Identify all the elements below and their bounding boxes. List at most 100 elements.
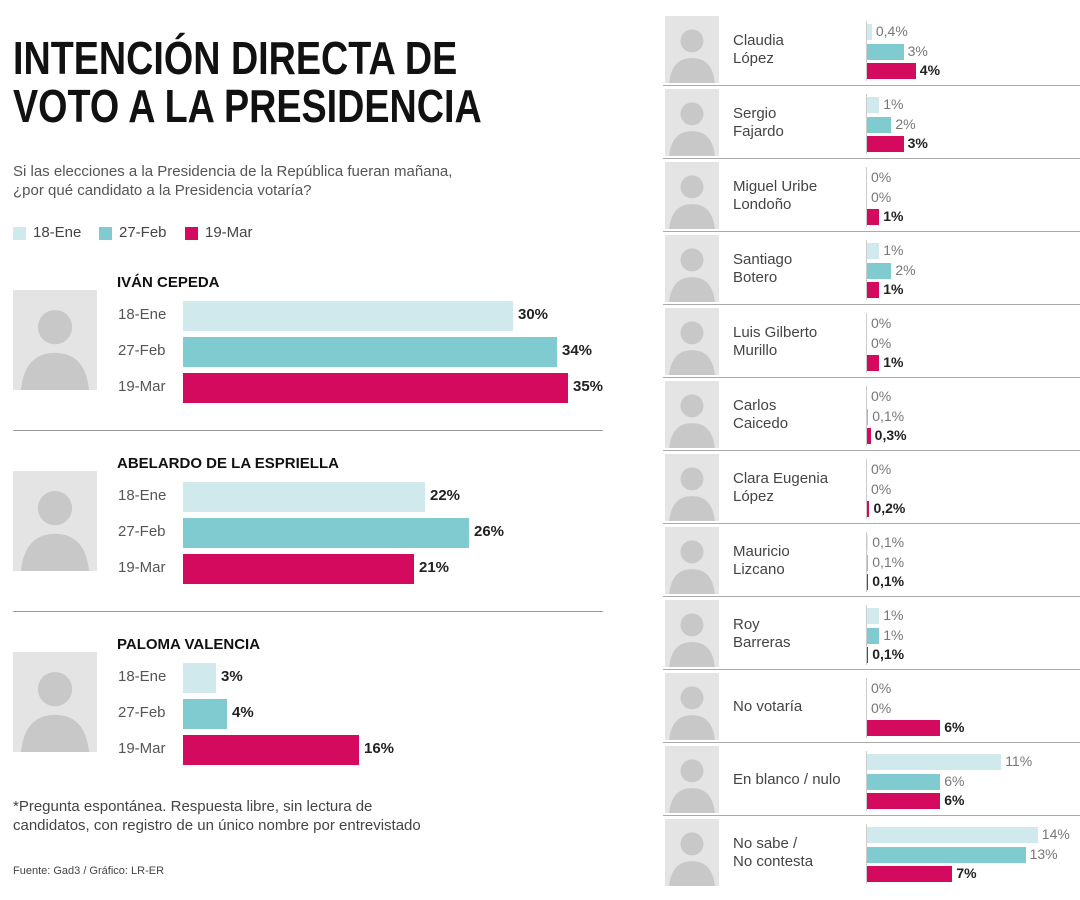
bar [867, 63, 916, 79]
value-label: 1% [883, 607, 904, 623]
bar [867, 627, 880, 644]
legend-swatch [185, 227, 198, 240]
value-label: 0,1% [872, 534, 905, 550]
value-label: 4% [232, 704, 254, 721]
series-label: 18-Ene [118, 668, 167, 685]
photo [665, 527, 719, 594]
candidate-name: Miguel Uribe Londoño [733, 177, 818, 213]
value-label: 6% [944, 792, 965, 808]
axis-line [866, 21, 867, 81]
value-label: 1% [883, 626, 904, 643]
bar [183, 699, 227, 729]
bar [867, 754, 1002, 770]
bar [867, 209, 880, 225]
separator [13, 611, 603, 612]
bar [867, 773, 941, 790]
photo [13, 471, 97, 571]
bar [867, 793, 941, 809]
bar [183, 337, 557, 367]
bar [867, 428, 871, 444]
value-label: 0% [871, 461, 892, 477]
legend-label: 19-Mar [205, 224, 253, 241]
value-label: 0% [871, 188, 892, 205]
footnote: *Pregunta espontánea. Respuesta libre, s… [13, 798, 421, 834]
bar [867, 574, 869, 590]
chart-title: INTENCIÓN DIRECTA DE VOTO A LA PRESIDENC… [13, 32, 482, 132]
value-label: 3% [221, 668, 243, 685]
bar [867, 647, 869, 663]
value-label: 11% [1005, 753, 1033, 769]
series-label: 19-Mar [118, 378, 166, 395]
value-label: 0,4% [875, 23, 908, 39]
candidate-name: No sabe / No contesta [733, 834, 814, 870]
separator [663, 450, 1080, 451]
photo [13, 652, 97, 752]
silhouette [669, 394, 715, 448]
bar [183, 735, 359, 765]
value-label: 13% [1029, 845, 1058, 862]
candidate-name: En blanco / nulo [733, 770, 841, 788]
bar [867, 136, 904, 152]
bar [867, 43, 904, 60]
candidate-name: Roy Barreras [733, 615, 791, 651]
value-label: 21% [419, 559, 450, 576]
separator [663, 523, 1080, 524]
series-label: 18-Ene [118, 487, 167, 504]
bar [867, 866, 953, 882]
candidate-name: No votaría [733, 697, 803, 715]
silhouette [669, 686, 715, 740]
axis-line [866, 678, 867, 738]
photo [665, 746, 719, 813]
bar [867, 355, 880, 371]
photo [665, 819, 719, 886]
value-label: 2% [895, 261, 916, 278]
value-label: 0,2% [873, 500, 906, 516]
value-label: 22% [430, 487, 461, 504]
bar [183, 554, 414, 584]
series-label: 27-Feb [118, 342, 166, 359]
silhouette [669, 759, 715, 813]
axis-line [866, 386, 867, 446]
photo [13, 290, 97, 390]
separator [663, 377, 1080, 378]
bar [867, 116, 892, 133]
separator [663, 669, 1080, 670]
series-label: 19-Mar [118, 559, 166, 576]
value-label: 1% [883, 354, 904, 370]
axis-line [866, 751, 867, 811]
value-label: 1% [883, 242, 904, 258]
value-label: 0% [871, 388, 892, 404]
photo [665, 162, 719, 229]
value-label: 6% [944, 719, 965, 735]
axis-line [866, 532, 867, 592]
silhouette [669, 467, 715, 521]
axis-line [866, 824, 867, 884]
candidate-name: IVÁN CEPEDA [117, 274, 220, 291]
series-label: 19-Mar [118, 740, 166, 757]
value-label: 6% [944, 772, 965, 789]
photo [665, 673, 719, 740]
value-label: 3% [907, 42, 928, 59]
separator [663, 596, 1080, 597]
value-label: 35% [573, 378, 604, 395]
value-label: 0,1% [872, 573, 905, 589]
value-label: 1% [883, 208, 904, 224]
photo [665, 89, 719, 156]
photo [665, 16, 719, 83]
separator [663, 158, 1080, 159]
source: Fuente: Gad3 / Gráfico: LR-ER [13, 865, 165, 877]
bar [867, 97, 880, 113]
silhouette [21, 672, 89, 752]
bar [867, 608, 880, 624]
axis-line [866, 94, 867, 154]
separator [663, 742, 1080, 743]
bar [183, 518, 469, 548]
silhouette [21, 310, 89, 390]
silhouette [669, 321, 715, 375]
candidate-name: Carlos Caicedo [733, 396, 789, 432]
series-label: 27-Feb [118, 704, 166, 721]
value-label: 3% [907, 135, 928, 151]
silhouette [669, 248, 715, 302]
photo [665, 600, 719, 667]
bar [867, 554, 869, 571]
